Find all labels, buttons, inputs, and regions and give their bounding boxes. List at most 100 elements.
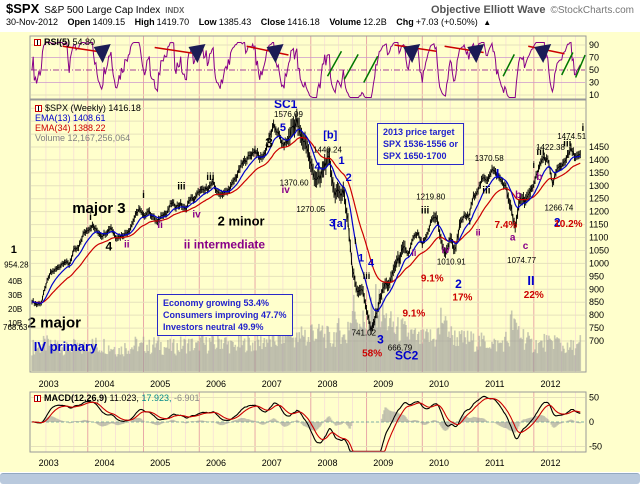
wave-annotation: 2 major xyxy=(28,315,82,332)
year-axis-tick: 2011 xyxy=(485,458,504,468)
wave-annotation: iii xyxy=(482,186,491,197)
wave-annotation: iii xyxy=(536,147,545,158)
indicator-icon xyxy=(34,39,41,46)
copyright-label: ©StockCharts.com xyxy=(550,5,634,16)
axis-labels: 1450140013501300125012001150110010501000… xyxy=(8,40,609,468)
year-axis-tick: 2003 xyxy=(39,379,59,389)
wave-annotation: 58% xyxy=(362,349,382,360)
quote-label: Close xyxy=(260,17,286,27)
wave-annotation: 1 xyxy=(358,252,364,264)
wave-annotation: i xyxy=(468,217,471,227)
year-axis-tick: 2006 xyxy=(206,458,226,468)
wave-annotation: ii xyxy=(476,228,481,238)
wave-annotation: 768.63 xyxy=(3,323,28,332)
horizontal-scrollbar[interactable] xyxy=(0,473,640,484)
wave-annotation: ii xyxy=(411,248,416,258)
rsi-name: RSI(5) xyxy=(44,37,71,47)
year-axis-tick: 2009 xyxy=(373,379,393,389)
macd-line-value: 11.023, xyxy=(109,393,139,403)
wave-annotation: iii xyxy=(206,172,215,183)
wave-annotation: 1074.77 xyxy=(507,256,536,265)
economy-box: Economy growing 53.4% Consumers improvin… xyxy=(157,294,293,336)
rsi-axis-tick: 70 xyxy=(589,53,599,63)
panel-borders xyxy=(29,35,587,453)
series-legend-line: $SPX (Weekly) 1416.18 xyxy=(35,103,141,113)
header-row-title: $SPX S&P 500 Large Cap Index INDX Object… xyxy=(6,1,634,17)
quote-label: Open xyxy=(67,17,91,27)
ema13-line xyxy=(31,128,581,312)
wave-annotation: SC1 xyxy=(274,97,298,111)
macd-series xyxy=(31,395,582,452)
macd-name: MACD(12,26,9) xyxy=(44,393,108,403)
wave-annotation: 2 xyxy=(455,277,462,291)
year-axis-tick: 2008 xyxy=(317,379,337,389)
volume-axis-tick: 20B xyxy=(8,305,22,314)
price-axis-tick: 1250 xyxy=(589,194,609,204)
target-line: SPX 1536-1556 or xyxy=(383,139,459,149)
wave-annotation: c xyxy=(523,241,529,252)
wave-annotation: iv xyxy=(442,245,451,256)
price-axis-tick: 750 xyxy=(589,323,604,333)
wave-annotation: iii xyxy=(177,181,186,192)
macd-hist-value: -6.901 xyxy=(173,393,200,403)
year-axis-tick: 2006 xyxy=(206,379,226,389)
wave-annotation: I xyxy=(496,166,500,181)
macd-axis-tick: -50 xyxy=(589,442,602,452)
year-axis-tick: 2003 xyxy=(39,458,59,468)
wave-annotation: 3 xyxy=(377,333,384,347)
year-axis-tick: 2009 xyxy=(373,458,393,468)
quote-value: 1416.18 xyxy=(287,17,320,27)
quote-value: 1385.43 xyxy=(218,17,252,27)
year-axis-tick: 2010 xyxy=(429,458,449,468)
wave-annotation: [b] xyxy=(323,130,337,142)
wave-annotation: major 3 xyxy=(72,200,125,217)
wave-annotation: 1576.09 xyxy=(274,110,303,119)
series-icon xyxy=(35,105,42,112)
rsi-label: RSI(5) 54.80 xyxy=(34,37,95,47)
chart-background xyxy=(0,32,640,472)
wave-annotation: iv xyxy=(192,209,201,220)
econ-line: Consumers improving 47.7% xyxy=(163,310,287,320)
rsi-value: 54.80 xyxy=(72,37,96,47)
quote-value: 12.2B xyxy=(363,17,387,27)
wave-annotation: i xyxy=(354,236,357,246)
year-axis-tick: 2007 xyxy=(262,458,282,468)
wave-annotation: b xyxy=(515,190,521,201)
wave-annotation: 22% xyxy=(524,290,544,301)
wave-annotation: 1370.60 xyxy=(280,178,309,187)
wave-annotation: 666.79 xyxy=(388,343,413,352)
wave-annotation: 1010.91 xyxy=(437,258,466,267)
price-axis-tick: 1100 xyxy=(589,233,608,243)
year-axis-tick: 2007 xyxy=(262,379,282,389)
price-axis-tick: 1400 xyxy=(589,155,609,165)
wave-annotation: 9.1% xyxy=(403,308,426,319)
wave-annotation: iv xyxy=(282,185,291,196)
wave-annotation: 1 xyxy=(11,244,17,256)
price-axis-tick: 700 xyxy=(589,336,604,346)
rsi-flags xyxy=(93,44,552,63)
rsi-axis-tick: 30 xyxy=(589,78,599,88)
price-axis-tick: 1050 xyxy=(589,246,609,256)
brand-label: Objective Elliott Wave xyxy=(430,4,546,16)
wave-annotation: 1 xyxy=(338,155,344,167)
price-axis-tick: 900 xyxy=(589,284,604,294)
econ-line: Economy growing 53.4% xyxy=(163,298,270,308)
wave-annotation: a xyxy=(510,233,516,244)
wave-annotation: i xyxy=(399,255,402,265)
price-axis-tick: 850 xyxy=(589,297,604,307)
wave-annotation: 2 minor xyxy=(218,214,265,229)
ema13-label: EMA(13) 1408.61 xyxy=(35,113,106,123)
wave-annotation: SC2 xyxy=(395,349,419,363)
ema34-label: EMA(34) 1388.22 xyxy=(35,123,106,133)
wave-annotation: 7.4% xyxy=(495,220,518,231)
wave-annotation: 3 xyxy=(329,218,335,230)
quote-date: 30-Nov-2012 xyxy=(6,17,59,27)
wave-annotation: 2 xyxy=(346,172,352,184)
quote-label: High xyxy=(134,17,155,27)
quote-label: Chg xyxy=(396,17,414,27)
year-axis-tick: 2010 xyxy=(429,379,449,389)
wave-annotation: ii intermediate xyxy=(184,237,266,251)
wave-annotation: 3 xyxy=(265,135,273,151)
wave-annotation: 4 xyxy=(314,161,321,173)
